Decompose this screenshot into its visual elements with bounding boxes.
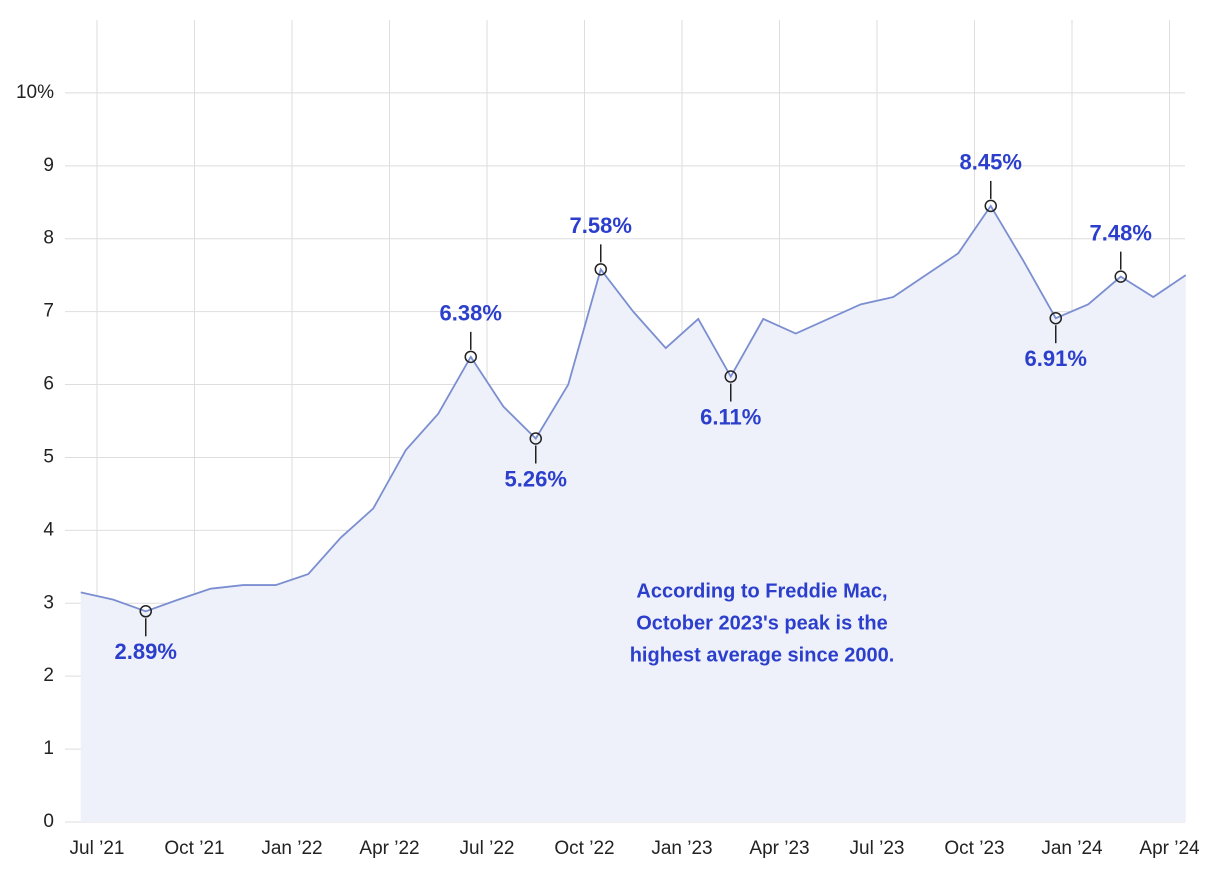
x-tick-label: Oct ’21 — [164, 838, 224, 859]
y-tick-label: 1 — [43, 738, 54, 759]
line — [80, 204, 1187, 613]
data-label: 5.26% — [505, 466, 567, 491]
area — [80, 205, 1186, 822]
data-label: 6.91% — [1025, 346, 1087, 371]
annotation: According to Freddie Mac, — [636, 580, 887, 602]
point-marker — [1114, 270, 1127, 283]
x-tick-label: Jul ’21 — [70, 838, 125, 859]
y-tick-label: 5 — [43, 446, 54, 467]
data-label: 7.48% — [1090, 220, 1152, 245]
y-tick-label: 7 — [43, 301, 54, 322]
data-label: 7.58% — [570, 213, 632, 238]
data-label: 6.11% — [700, 404, 761, 429]
data-label: 2.89% — [115, 639, 177, 664]
y-tick-label: 3 — [43, 592, 54, 613]
x-tick-label: Jul ’23 — [850, 838, 905, 859]
point-marker — [984, 199, 997, 213]
x-tick-label: Jan ’22 — [261, 838, 322, 859]
point-marker — [594, 263, 607, 276]
y-tick-label: 10% — [16, 82, 54, 103]
y-tick-label: 4 — [43, 519, 54, 540]
x-tick-label: Jan ’23 — [651, 838, 712, 859]
y-tick-label: 8 — [43, 228, 54, 249]
annotation: October 2023's peak is the — [636, 612, 888, 634]
point-marker — [724, 370, 737, 383]
y-tick-label: 6 — [43, 374, 54, 395]
data-label: 8.45% — [960, 150, 1022, 175]
point-marker — [139, 605, 152, 618]
data-label: 6.38% — [440, 301, 502, 326]
annotation: highest average since 2000. — [630, 644, 895, 666]
point-marker — [529, 432, 542, 445]
point-marker — [464, 350, 477, 364]
y-tick-label: 9 — [43, 155, 54, 176]
y-tick-label: 0 — [43, 811, 54, 832]
point-marker — [1049, 311, 1062, 325]
x-tick-label: Oct ’22 — [554, 838, 614, 859]
x-tick-label: Apr ’23 — [749, 838, 809, 859]
x-tick-label: Oct ’23 — [944, 838, 1004, 859]
x-tick-label: Jul ’22 — [460, 838, 515, 859]
x-tick-label: Apr ’24 — [1139, 838, 1200, 859]
x-tick-label: Apr ’22 — [359, 838, 419, 859]
y-tick-label: 2 — [43, 665, 54, 686]
x-tick-label: Jan ’24 — [1041, 838, 1103, 859]
